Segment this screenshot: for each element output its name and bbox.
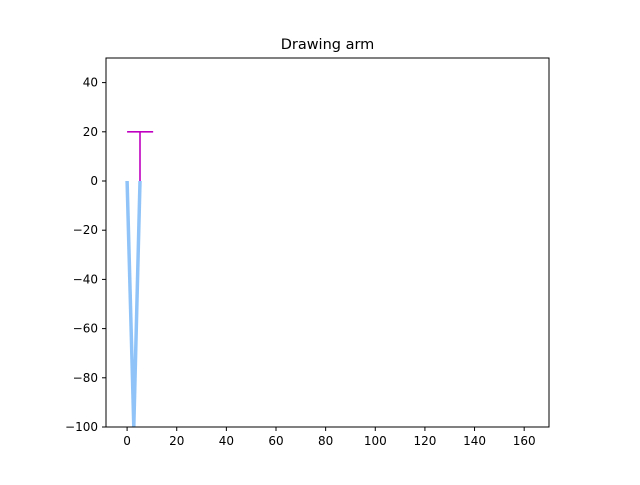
- y-tick-label: 20: [83, 125, 98, 139]
- plot-layer: [125, 131, 154, 427]
- y-axis: −100 −80 −60 −40 −20 0 20 40: [65, 76, 106, 434]
- x-tick-label: 160: [513, 434, 536, 448]
- chart-title: Drawing arm: [281, 37, 375, 53]
- y-tick-label: 0: [90, 174, 98, 188]
- plot-area: [125, 131, 154, 427]
- x-tick-label: 100: [364, 434, 387, 448]
- axes-frame: [105, 57, 550, 428]
- y-tick-label: −100: [65, 420, 98, 434]
- y-tick-label: −80: [73, 371, 98, 385]
- y-tick-label: −40: [73, 272, 98, 286]
- y-tick-label: −60: [73, 322, 98, 336]
- y-tick-label: 40: [83, 76, 98, 90]
- x-tick-label: 80: [318, 434, 333, 448]
- x-tick-label: 140: [463, 434, 486, 448]
- x-tick-label: 0: [123, 434, 131, 448]
- x-tick-label: 60: [268, 434, 283, 448]
- arm-line: [125, 180, 142, 427]
- x-tick-label: 20: [169, 434, 184, 448]
- y-tick-label: −20: [73, 223, 98, 237]
- x-tick-label: 40: [219, 434, 234, 448]
- x-axis: 0 20 40 60 80 100 120 140 160: [123, 427, 536, 448]
- x-tick-label: 120: [413, 434, 436, 448]
